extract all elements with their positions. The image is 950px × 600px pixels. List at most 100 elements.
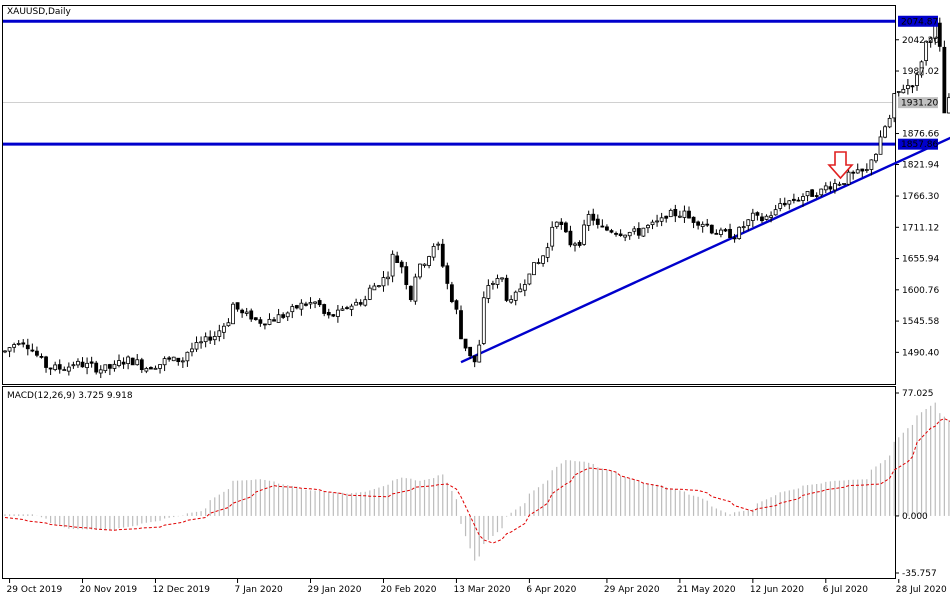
- candle-body: [436, 243, 441, 246]
- candle-body: [522, 284, 527, 291]
- candle-body: [486, 285, 491, 299]
- y-tick-label: 1711.12: [902, 223, 939, 233]
- candle-body: [709, 224, 714, 234]
- candle-body: [358, 302, 363, 305]
- x-tick-label: 28 Jul 2020: [896, 585, 947, 595]
- candle-body: [299, 302, 304, 310]
- candle-body: [760, 216, 764, 222]
- x-tick-label: 20 Feb 2020: [380, 585, 436, 595]
- candle-body: [422, 263, 427, 266]
- candle-body: [728, 228, 732, 238]
- candle-body: [550, 226, 555, 247]
- candle-body: [618, 233, 623, 237]
- candle-body: [673, 208, 678, 217]
- candle-body: [623, 234, 628, 238]
- candle-body: [267, 318, 272, 325]
- candle-body: [71, 364, 76, 367]
- candle-body: [509, 299, 514, 303]
- candle-body: [737, 226, 742, 239]
- candle-body: [235, 302, 240, 310]
- candle-body: [796, 199, 801, 202]
- candle-body: [304, 303, 308, 306]
- candle-body: [750, 212, 755, 221]
- candle-body: [313, 301, 317, 304]
- candle-body: [887, 117, 892, 128]
- candle-body: [504, 277, 509, 301]
- x-axis: 29 Oct 2019 20 Nov 2019 12 Dec 2019 7 Jan 2…: [7, 579, 947, 595]
- candle-body: [381, 277, 386, 287]
- candle-body: [117, 360, 121, 367]
- candle-body: [176, 357, 181, 363]
- candle-body: [664, 215, 669, 219]
- candle-body: [53, 364, 58, 370]
- price-level-tags: 2074.87 1931.20 1857.86: [898, 15, 938, 150]
- candle-body: [294, 305, 299, 309]
- y-tick-label: 1545.58: [902, 317, 939, 327]
- candle-body: [62, 369, 67, 371]
- candle-body: [477, 344, 482, 363]
- macd-tick-label: -35.757: [902, 569, 937, 579]
- candle-body: [746, 219, 751, 227]
- candle-body: [468, 346, 473, 357]
- candle-body: [185, 351, 190, 362]
- candle-body: [335, 309, 340, 317]
- candle-body: [459, 310, 463, 340]
- x-tick-label: 29 Jan 2020: [308, 585, 362, 595]
- candle-body: [317, 300, 322, 306]
- candle-body: [500, 277, 504, 280]
- candle-body: [445, 265, 450, 284]
- candle-body: [883, 126, 887, 138]
- candle-body: [705, 223, 710, 226]
- level-tag-label: 2074.87: [901, 17, 938, 27]
- candle-body: [3, 350, 7, 353]
- candle-body: [632, 228, 637, 232]
- candle-body: [778, 203, 783, 209]
- candle-body: [258, 319, 263, 324]
- candle-body: [25, 344, 30, 350]
- candle-body: [372, 285, 377, 291]
- candle-body: [901, 88, 906, 94]
- candle-body: [668, 209, 673, 218]
- candle-body: [659, 217, 664, 222]
- y-tick-label: 1600.76: [902, 286, 939, 296]
- candle-body: [755, 212, 760, 216]
- candle-body: [126, 356, 131, 364]
- candle-body: [345, 307, 349, 309]
- candle-body: [244, 311, 249, 314]
- candle-body: [874, 153, 878, 162]
- candle-body: [276, 314, 281, 323]
- candle-body: [413, 276, 418, 302]
- candle-body: [390, 253, 395, 277]
- candle-body: [103, 364, 108, 372]
- candle-body: [139, 359, 144, 371]
- candle-body: [340, 308, 345, 311]
- candle-body: [354, 301, 359, 306]
- candle-body: [833, 183, 837, 191]
- candle-body: [864, 169, 869, 171]
- candle-body: [472, 355, 477, 363]
- y-tick-label: 1987.02: [902, 67, 939, 77]
- x-tick-label: 29 Apr 2020: [604, 585, 660, 595]
- y-tick-label: 1876.66: [902, 130, 939, 140]
- candle-body: [481, 297, 486, 344]
- candle-body: [600, 225, 605, 228]
- candle-body: [221, 325, 226, 333]
- candle-body: [928, 37, 933, 43]
- candle-body: [363, 299, 368, 306]
- level-tag: [898, 15, 938, 27]
- candle-body: [641, 227, 646, 237]
- candle-body: [290, 306, 295, 313]
- x-tick-label: 12 Jun 2020: [750, 585, 804, 595]
- candle-body: [48, 367, 53, 370]
- macd-signal-layer: [4, 418, 950, 544]
- candle-body: [440, 243, 445, 267]
- candle-body: [367, 287, 372, 300]
- candle-body: [76, 360, 80, 366]
- candle-body: [682, 210, 687, 218]
- candle-body: [801, 196, 805, 201]
- candles-layer: [3, 17, 950, 379]
- candle-body: [723, 229, 728, 232]
- candle-body: [208, 336, 213, 341]
- candle-body: [144, 368, 149, 372]
- y-tick-label: 2042.20: [902, 36, 939, 46]
